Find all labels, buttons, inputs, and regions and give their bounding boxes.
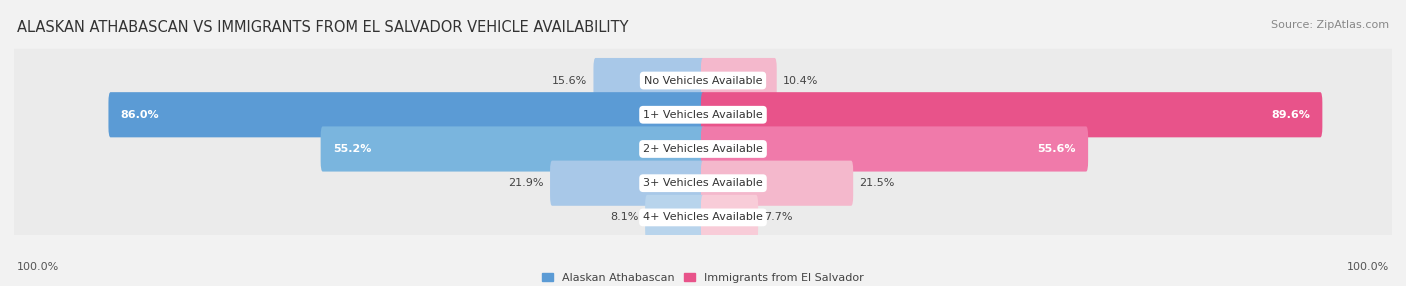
FancyBboxPatch shape <box>550 161 704 206</box>
FancyBboxPatch shape <box>11 186 1395 249</box>
Text: 1+ Vehicles Available: 1+ Vehicles Available <box>643 110 763 120</box>
Text: 10.4%: 10.4% <box>783 76 818 86</box>
FancyBboxPatch shape <box>702 58 776 103</box>
FancyBboxPatch shape <box>321 126 704 172</box>
Text: 86.0%: 86.0% <box>121 110 159 120</box>
FancyBboxPatch shape <box>11 117 1395 181</box>
Text: 2+ Vehicles Available: 2+ Vehicles Available <box>643 144 763 154</box>
Text: 89.6%: 89.6% <box>1271 110 1310 120</box>
Legend: Alaskan Athabascan, Immigrants from El Salvador: Alaskan Athabascan, Immigrants from El S… <box>543 273 863 283</box>
FancyBboxPatch shape <box>108 92 704 137</box>
FancyBboxPatch shape <box>593 58 704 103</box>
FancyBboxPatch shape <box>702 126 1088 172</box>
FancyBboxPatch shape <box>11 49 1395 112</box>
Text: ALASKAN ATHABASCAN VS IMMIGRANTS FROM EL SALVADOR VEHICLE AVAILABILITY: ALASKAN ATHABASCAN VS IMMIGRANTS FROM EL… <box>17 20 628 35</box>
Text: 55.2%: 55.2% <box>333 144 371 154</box>
Text: 55.6%: 55.6% <box>1038 144 1076 154</box>
Text: Source: ZipAtlas.com: Source: ZipAtlas.com <box>1271 20 1389 30</box>
FancyBboxPatch shape <box>702 195 758 240</box>
Text: 3+ Vehicles Available: 3+ Vehicles Available <box>643 178 763 188</box>
Text: 21.5%: 21.5% <box>859 178 894 188</box>
FancyBboxPatch shape <box>11 83 1395 147</box>
FancyBboxPatch shape <box>702 92 1323 137</box>
Text: No Vehicles Available: No Vehicles Available <box>644 76 762 86</box>
Text: 100.0%: 100.0% <box>17 262 59 272</box>
FancyBboxPatch shape <box>645 195 704 240</box>
Text: 100.0%: 100.0% <box>1347 262 1389 272</box>
Text: 7.7%: 7.7% <box>765 212 793 223</box>
FancyBboxPatch shape <box>702 161 853 206</box>
Text: 15.6%: 15.6% <box>553 76 588 86</box>
Text: 8.1%: 8.1% <box>610 212 638 223</box>
Text: 21.9%: 21.9% <box>509 178 544 188</box>
FancyBboxPatch shape <box>11 151 1395 215</box>
Text: 4+ Vehicles Available: 4+ Vehicles Available <box>643 212 763 223</box>
